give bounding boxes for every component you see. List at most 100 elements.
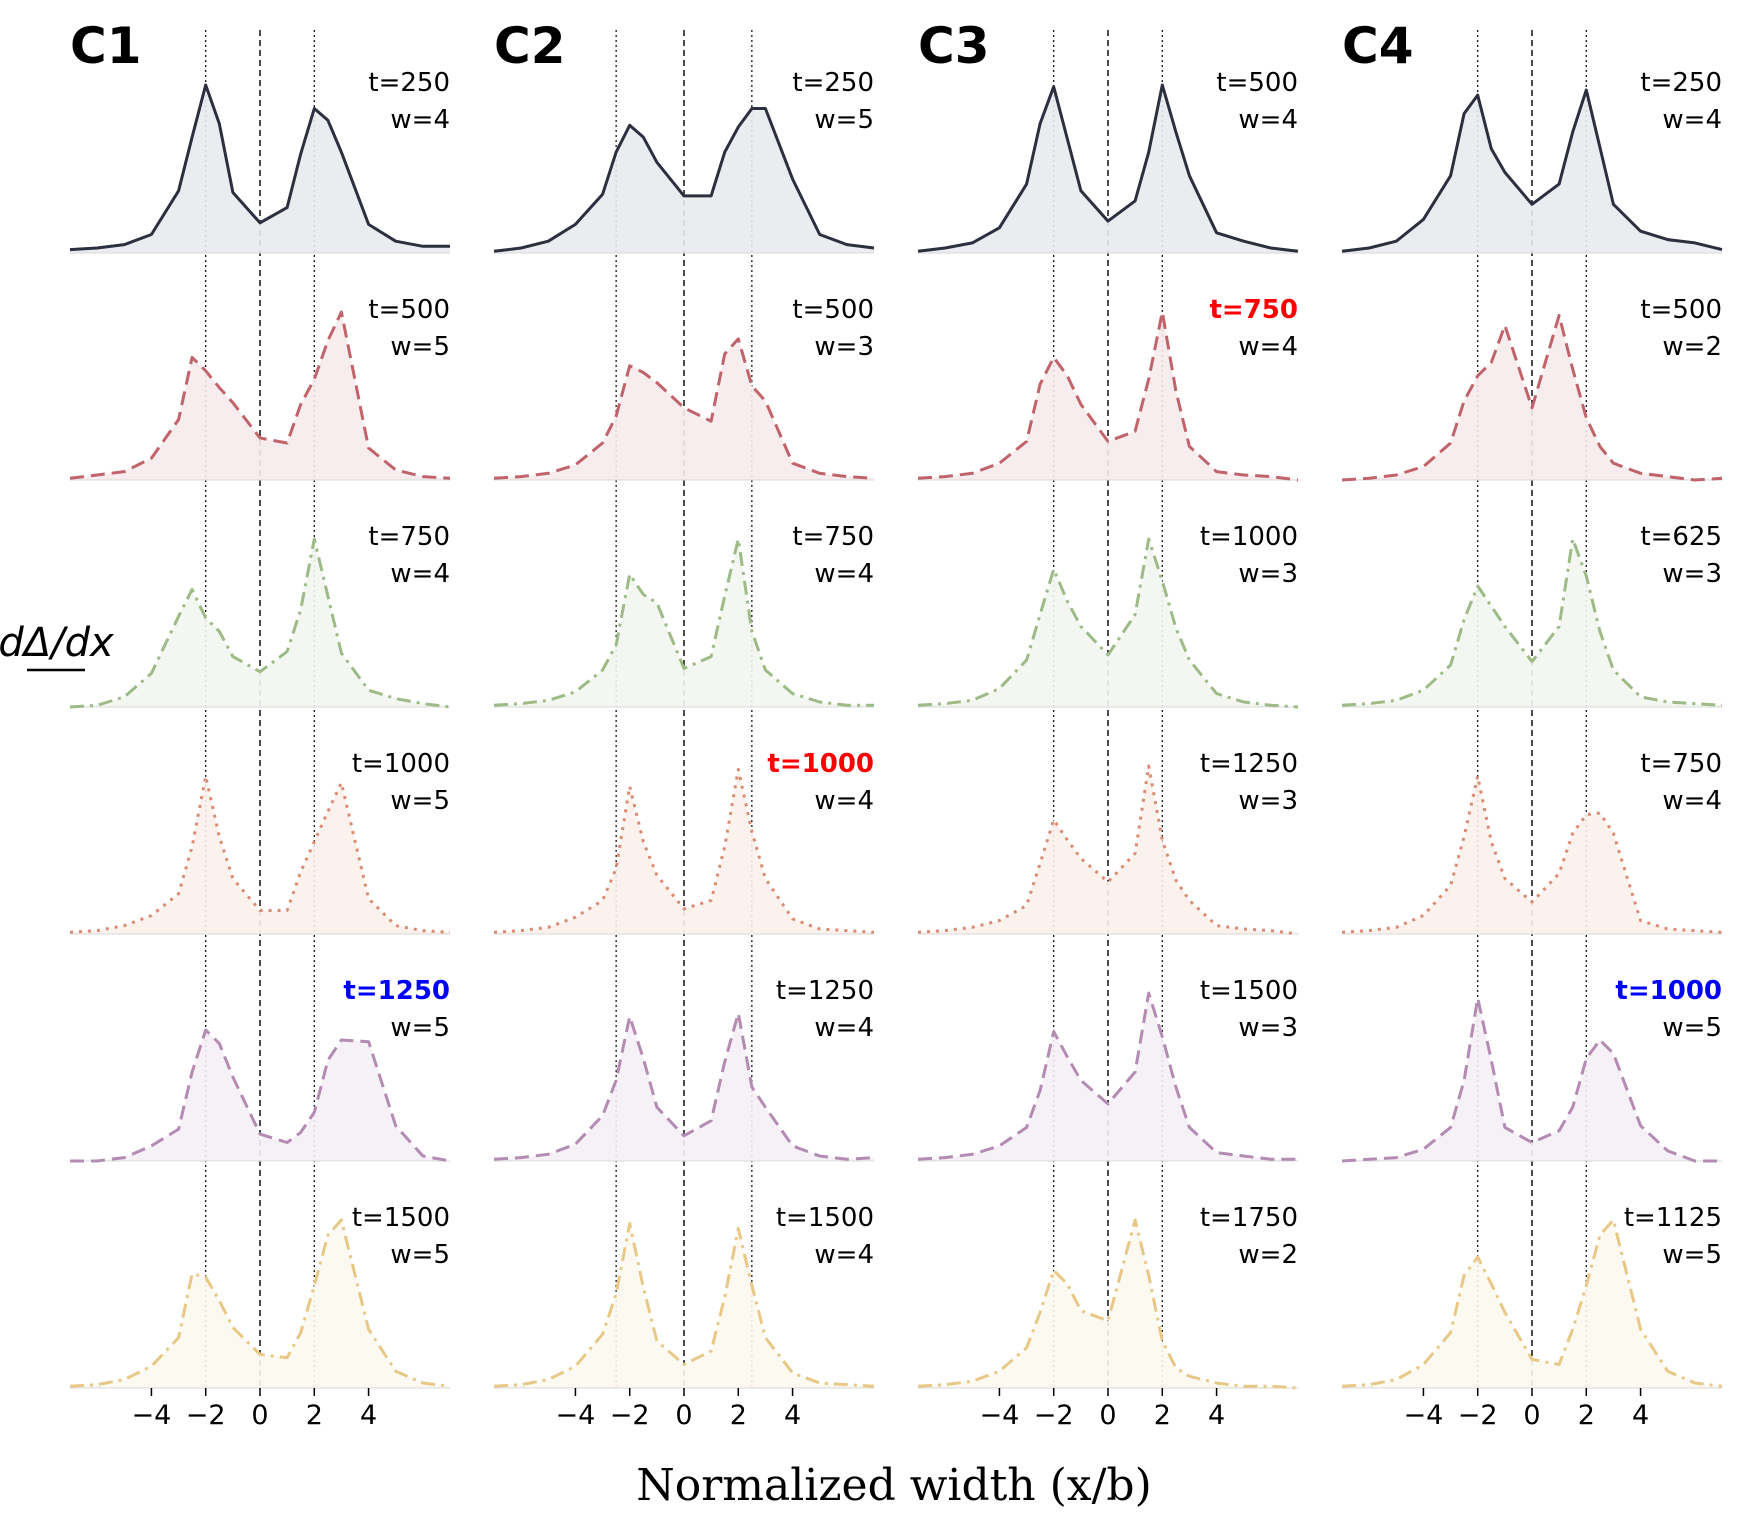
series-area bbox=[1342, 315, 1722, 480]
x-tick-label: 0 bbox=[251, 1400, 268, 1431]
series-line bbox=[493, 107, 875, 253]
annotation-time: t=1125 bbox=[1624, 1203, 1722, 1233]
annotation-width: w=5 bbox=[390, 786, 450, 816]
annotation-width: w=4 bbox=[1238, 105, 1298, 135]
y-axis-label: dΔ/dx bbox=[0, 620, 114, 666]
series-line bbox=[1341, 537, 1723, 707]
annotation-time: t=1250 bbox=[343, 976, 450, 1006]
series-area bbox=[1342, 1220, 1722, 1388]
series-area bbox=[1342, 90, 1722, 253]
x-tick-label: 0 bbox=[1523, 1400, 1540, 1431]
series-line bbox=[493, 1221, 875, 1388]
annotation-time: t=750 bbox=[1640, 749, 1722, 779]
annotation-width: w=5 bbox=[814, 105, 874, 135]
panel-c4: t=250 w=4 t=500 w=2 t=625 w=3 t=750 w=4 t=1000 w=… bbox=[1341, 17, 1723, 1431]
series-line bbox=[70, 1028, 451, 1163]
panel-label: C2 bbox=[494, 17, 565, 75]
panel-c3: t=500 w=4 t=750 w=4 t=1000 w=3 t=1250 w=3 t=1500… bbox=[917, 17, 1299, 1431]
annotation-time: t=500 bbox=[1216, 68, 1298, 98]
series-line bbox=[1341, 88, 1723, 253]
panel-label: C3 bbox=[918, 17, 989, 75]
series-line bbox=[69, 83, 450, 252]
annotation-time: t=500 bbox=[792, 295, 874, 325]
annotation-time: t=250 bbox=[1640, 68, 1722, 98]
x-tick-label: 4 bbox=[1632, 1400, 1649, 1431]
annotation-time: t=250 bbox=[792, 68, 874, 98]
annotation-width: w=3 bbox=[1238, 786, 1298, 816]
x-tick-label: 4 bbox=[1208, 1400, 1225, 1431]
series-area bbox=[1342, 776, 1722, 934]
annotation-time: t=250 bbox=[368, 68, 450, 98]
annotation-width: w=5 bbox=[390, 1240, 450, 1270]
series-line bbox=[917, 537, 1299, 709]
annotation-time: t=1000 bbox=[1615, 976, 1722, 1006]
annotation-width: w=3 bbox=[1238, 559, 1298, 589]
annotation-time: t=1000 bbox=[1200, 522, 1298, 552]
x-tick-label: 2 bbox=[306, 1400, 323, 1431]
series-line bbox=[69, 310, 451, 480]
x-tick-label: −2 bbox=[186, 1400, 226, 1431]
x-tick-label: 4 bbox=[360, 1400, 377, 1431]
x-tick-label: 2 bbox=[1154, 1400, 1171, 1431]
series-line bbox=[917, 1218, 1299, 1390]
panel-label: C1 bbox=[70, 17, 141, 75]
x-tick-label: −2 bbox=[1034, 1400, 1074, 1431]
annotation-width: w=4 bbox=[814, 786, 874, 816]
series-line bbox=[69, 1218, 451, 1388]
x-tick-label: 2 bbox=[730, 1400, 747, 1431]
annotation-width: w=4 bbox=[390, 105, 450, 135]
annotation-width: w=3 bbox=[814, 332, 874, 362]
series-line bbox=[917, 764, 1299, 936]
annotation-width: w=4 bbox=[814, 1240, 874, 1270]
x-tick-label: −4 bbox=[980, 1400, 1020, 1431]
annotation-width: w=4 bbox=[1662, 105, 1722, 135]
annotation-time: t=1250 bbox=[776, 976, 874, 1006]
series-line bbox=[69, 537, 451, 709]
series-line bbox=[1341, 313, 1723, 482]
series-area bbox=[918, 85, 1298, 253]
series-line bbox=[493, 337, 875, 480]
annotation-time: t=1500 bbox=[776, 1203, 874, 1233]
series-line bbox=[1341, 774, 1723, 934]
series-area bbox=[1342, 998, 1722, 1161]
annotation-width: w=4 bbox=[814, 1013, 874, 1043]
annotation-time: t=1000 bbox=[352, 749, 450, 779]
series-area bbox=[70, 85, 450, 253]
series-line bbox=[917, 310, 1299, 482]
series-area bbox=[918, 312, 1298, 480]
annotation-time: t=1250 bbox=[1200, 749, 1298, 779]
annotation-time: t=500 bbox=[1640, 295, 1722, 325]
series-area bbox=[918, 993, 1298, 1161]
annotation-width: w=2 bbox=[1662, 332, 1722, 362]
x-axis-label: Normalized width (x/b) bbox=[636, 1460, 1152, 1511]
annotation-width: w=5 bbox=[390, 332, 450, 362]
series-line bbox=[493, 767, 875, 934]
x-tick-label: −2 bbox=[610, 1400, 650, 1431]
series-line bbox=[917, 991, 1298, 1161]
panels-layer: t=250 w=4 t=500 w=5 t=750 w=4 t=1000 w=5 t=1250 w… bbox=[69, 17, 1723, 1431]
series-line bbox=[917, 83, 1299, 253]
x-tick-label: 0 bbox=[675, 1400, 692, 1431]
series-line bbox=[1341, 1218, 1723, 1388]
series-area bbox=[70, 1030, 450, 1161]
series-area bbox=[918, 766, 1298, 934]
panel-label: C4 bbox=[1342, 17, 1413, 75]
annotation-time: t=1750 bbox=[1200, 1203, 1298, 1233]
annotation-time: t=750 bbox=[1210, 295, 1299, 325]
series-area bbox=[70, 539, 450, 707]
annotation-width: w=5 bbox=[390, 1013, 450, 1043]
annotation-time: t=1000 bbox=[767, 749, 874, 779]
series-area bbox=[494, 539, 874, 707]
x-tick-label: −4 bbox=[132, 1400, 172, 1431]
annotation-time: t=750 bbox=[792, 522, 874, 552]
annotation-width: w=5 bbox=[1662, 1013, 1722, 1043]
annotation-width: w=2 bbox=[1238, 1240, 1298, 1270]
annotation-width: w=4 bbox=[1238, 332, 1298, 362]
series-line bbox=[493, 537, 874, 707]
annotation-time: t=1500 bbox=[1200, 976, 1298, 1006]
series-area bbox=[70, 312, 450, 480]
x-tick-label: 2 bbox=[1578, 1400, 1595, 1431]
series-line bbox=[493, 1011, 875, 1161]
annotation-width: w=4 bbox=[814, 559, 874, 589]
